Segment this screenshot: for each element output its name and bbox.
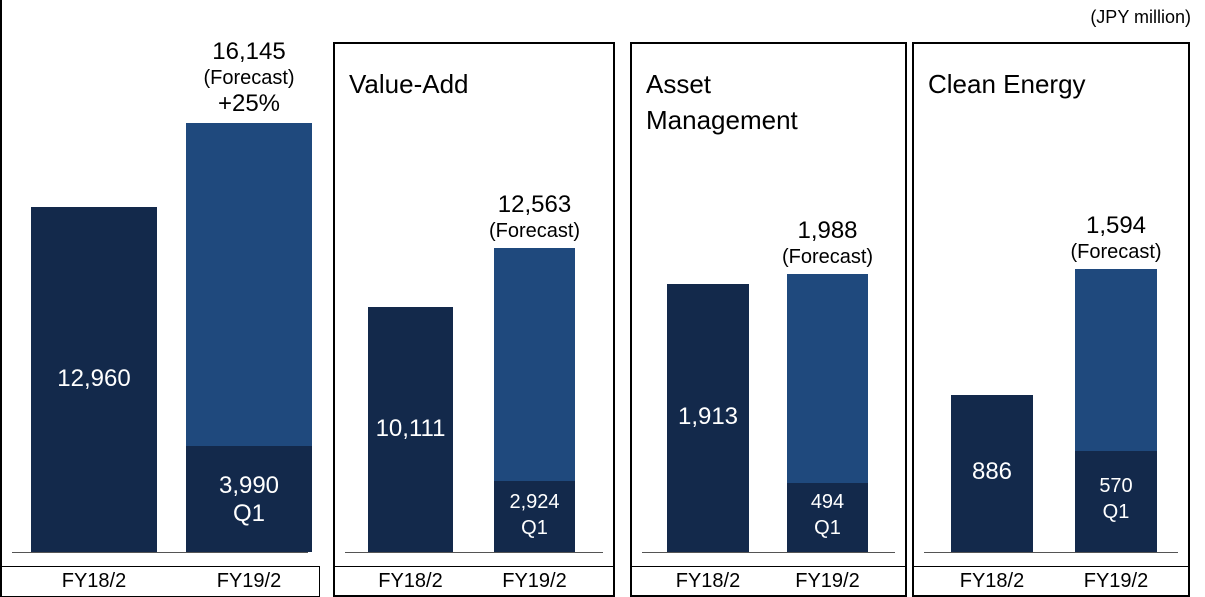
- q1-label: Q1: [1102, 501, 1130, 524]
- value-label: 12,563: [497, 191, 572, 219]
- q1-label: Q1: [521, 516, 548, 539]
- category-label: FY18/2: [959, 570, 1025, 592]
- panel-border: [0, 0, 2, 597]
- forecast-label: (Forecast): [203, 66, 295, 89]
- baseline: [642, 552, 895, 553]
- q1-value-label: 3,990: [218, 471, 280, 499]
- panel-title: Asset Management: [646, 69, 798, 135]
- category-label: FY18/2: [675, 570, 741, 592]
- value-label: 1,594: [1085, 212, 1147, 240]
- value-label: 886: [971, 458, 1013, 486]
- q1-label: Q1: [232, 499, 265, 527]
- category-label: FY19/2: [1083, 570, 1149, 592]
- bar: [951, 394, 1033, 552]
- category-row: [630, 566, 907, 567]
- panel-title: Clean Energy: [928, 69, 1086, 99]
- category-label: FY18/2: [378, 570, 443, 592]
- panel-border: [333, 42, 615, 597]
- baseline: [345, 552, 603, 553]
- value-label: 16,145: [212, 37, 286, 65]
- panel-border: [630, 42, 907, 597]
- value-label: 12,960: [57, 364, 131, 392]
- category-row: [333, 566, 615, 567]
- baseline: [924, 552, 1178, 553]
- category-label: FY19/2: [502, 570, 567, 592]
- bar: [368, 307, 453, 552]
- forecast-label: (Forecast): [488, 220, 581, 243]
- forecast-label: (Forecast): [781, 245, 874, 268]
- category-label: FY19/2: [795, 570, 860, 592]
- baseline: [12, 552, 308, 553]
- q1-value-label: 570: [1099, 475, 1133, 498]
- category-label: FY18/2: [61, 570, 127, 592]
- annotation: +25%: [217, 89, 281, 117]
- forecast-label: (Forecast): [1070, 241, 1162, 264]
- q1-value-label: 2,924: [509, 490, 560, 513]
- panel-title: Value-Add: [349, 69, 469, 99]
- value-label: 1,988: [797, 216, 858, 244]
- panel-border: [912, 42, 1190, 597]
- unit-note: (JPY million): [1090, 7, 1191, 27]
- value-label: 1,913: [677, 403, 739, 431]
- q1-bar: [186, 445, 312, 552]
- q1-label: Q1: [814, 517, 841, 540]
- q1-bar: [494, 481, 575, 552]
- bar: [31, 207, 157, 552]
- category-label: FY19/2: [216, 570, 282, 592]
- category-row: [912, 566, 1190, 567]
- q1-value-label: 494: [810, 491, 845, 514]
- bar: [667, 284, 749, 552]
- q1-bar: [1075, 450, 1157, 552]
- q1-bar: [787, 482, 868, 552]
- value-label: 10,111: [375, 414, 446, 442]
